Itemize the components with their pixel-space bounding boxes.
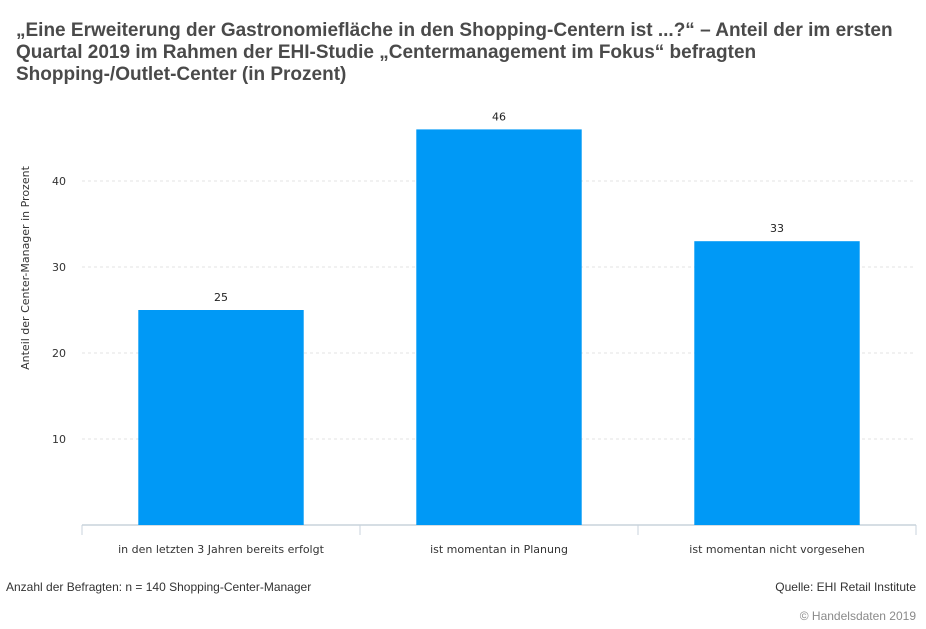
copyright-text: © Handelsdaten 2019 [799, 609, 916, 623]
bar-1[interactable] [138, 310, 304, 525]
bar-2[interactable] [416, 129, 582, 525]
y-tick-label: 40 [52, 175, 66, 188]
labels: 10 20 30 40 25 in den letzten 3 Jahren bereit… [52, 110, 865, 556]
bar-3[interactable] [694, 241, 860, 525]
y-tick-label: 30 [52, 261, 66, 274]
data-label: 25 [214, 291, 228, 304]
sample-size-note: Anzahl der Befragten: n = 140 Shopping-C… [6, 580, 312, 594]
axes [81, 524, 917, 535]
y-axis-label: Anteil der Center-Manager in Prozent [19, 165, 32, 369]
data-label: 46 [492, 110, 506, 123]
y-tick-label: 10 [52, 433, 66, 446]
source-link[interactable]: Quelle: EHI Retail Institute [775, 580, 916, 594]
x-tick-label: ist momentan in Planung [430, 543, 568, 556]
chart-title: „Eine Erweiterung der Gastronomiefläche … [16, 20, 893, 85]
y-tick-label: 20 [52, 347, 66, 360]
x-tick-label: in den letzten 3 Jahren bereits erfolgt [118, 543, 324, 556]
bars [138, 129, 860, 525]
x-tick-label: ist momentan nicht vorgesehen [689, 543, 864, 556]
data-label: 33 [770, 222, 784, 235]
